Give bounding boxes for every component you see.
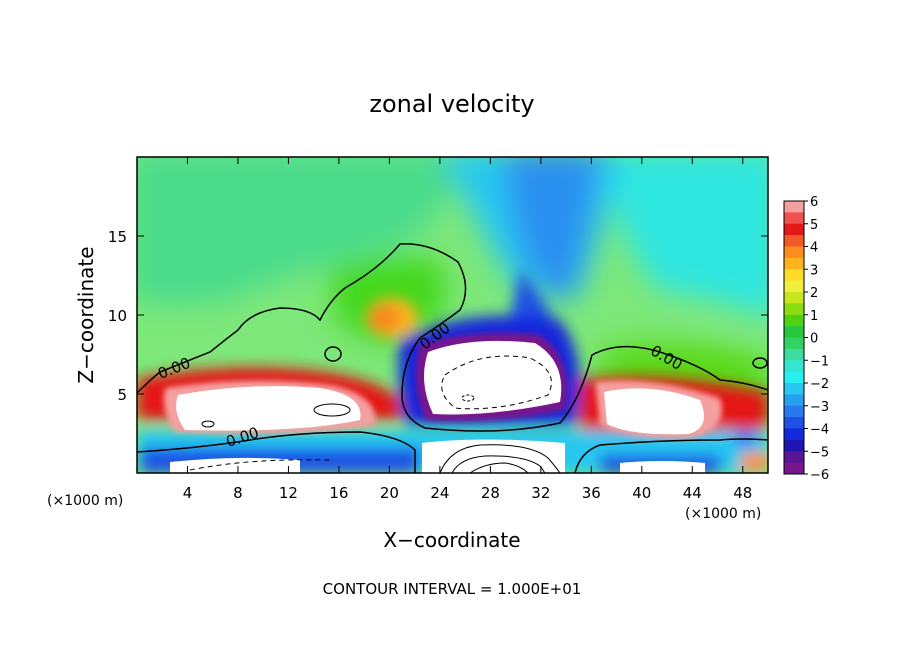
colorbar-label: −5 <box>810 445 829 460</box>
colorbar-swatch <box>784 439 804 452</box>
x-tick-label: 12 <box>279 484 298 502</box>
colorbar-label: −2 <box>810 377 829 392</box>
colorbar <box>784 201 804 475</box>
colorbar-swatch <box>784 371 804 384</box>
colorbar-swatch <box>784 235 804 247</box>
y-tick-label: 15 <box>108 228 127 246</box>
colorbar-swatch <box>784 405 804 418</box>
x-axis-unit-right: (×1000 m) <box>685 506 761 522</box>
x-tick-label: 24 <box>430 484 449 502</box>
colorbar-swatch <box>784 337 804 350</box>
colorbar-label: −6 <box>810 468 829 483</box>
chart-title: zonal velocity <box>369 90 534 118</box>
colorbar-swatch <box>784 451 804 464</box>
x-axis: 4 8 12 16 20 24 28 32 36 40 44 48 <box>183 157 752 502</box>
colorbar-labels: 6 5 4 3 2 1 0 −1 −2 −3 −4 −5 −6 <box>804 195 829 483</box>
colorbar-label: 4 <box>810 241 818 256</box>
x-axis-label: X−coordinate <box>383 528 520 552</box>
y-tick-label: 5 <box>117 386 127 404</box>
colorbar-swatch <box>784 428 804 441</box>
velocity-field: 0.00 0.00 0.00 0.00 <box>137 157 768 473</box>
colorbar-label: 1 <box>810 309 818 324</box>
colorbar-label: −1 <box>810 354 829 369</box>
y-tick-label: 10 <box>108 307 127 325</box>
colorbar-swatch <box>784 280 804 293</box>
colorbar-swatch <box>784 348 804 361</box>
x-tick-label: 4 <box>183 484 193 502</box>
y-axis-label: Z−coordinate <box>74 246 98 383</box>
x-tick-label: 36 <box>582 484 601 502</box>
colorbar-swatch <box>784 257 804 270</box>
colorbar-label: 0 <box>810 332 818 347</box>
colorbar-label: −4 <box>810 423 829 438</box>
colorbar-swatch <box>784 269 804 282</box>
colorbar-label: 3 <box>810 263 818 278</box>
x-tick-label: 32 <box>531 484 550 502</box>
colorbar-swatch <box>784 383 804 395</box>
colorbar-swatch <box>784 201 804 213</box>
colorbar-swatch <box>784 303 804 316</box>
x-tick-label: 8 <box>233 484 243 502</box>
colorbar-swatch <box>784 462 804 475</box>
colorbar-swatch <box>784 314 804 327</box>
contour-interval-note: CONTOUR INTERVAL = 1.000E+01 <box>323 580 582 598</box>
colorbar-label: −3 <box>810 400 829 415</box>
colorbar-label: 6 <box>810 195 818 210</box>
x-axis-unit-left: (×1000 m) <box>47 493 123 509</box>
x-tick-label: 16 <box>329 484 348 502</box>
x-tick-label: 44 <box>683 484 702 502</box>
colorbar-swatch <box>784 212 804 225</box>
colorbar-swatch <box>784 417 804 429</box>
colorbar-label: 2 <box>810 286 818 301</box>
x-tick-label: 20 <box>380 484 399 502</box>
colorbar-swatch <box>784 292 804 304</box>
colorbar-swatch <box>784 326 804 338</box>
colorbar-label: 5 <box>810 218 818 233</box>
colorbar-swatch <box>784 394 804 407</box>
x-tick-label: 48 <box>733 484 752 502</box>
colorbar-swatch <box>784 360 804 373</box>
x-tick-label: 28 <box>481 484 500 502</box>
colorbar-swatch <box>784 246 804 259</box>
colorbar-swatch <box>784 223 804 236</box>
y-axis: 5 10 15 <box>108 228 768 404</box>
x-tick-label: 40 <box>632 484 651 502</box>
